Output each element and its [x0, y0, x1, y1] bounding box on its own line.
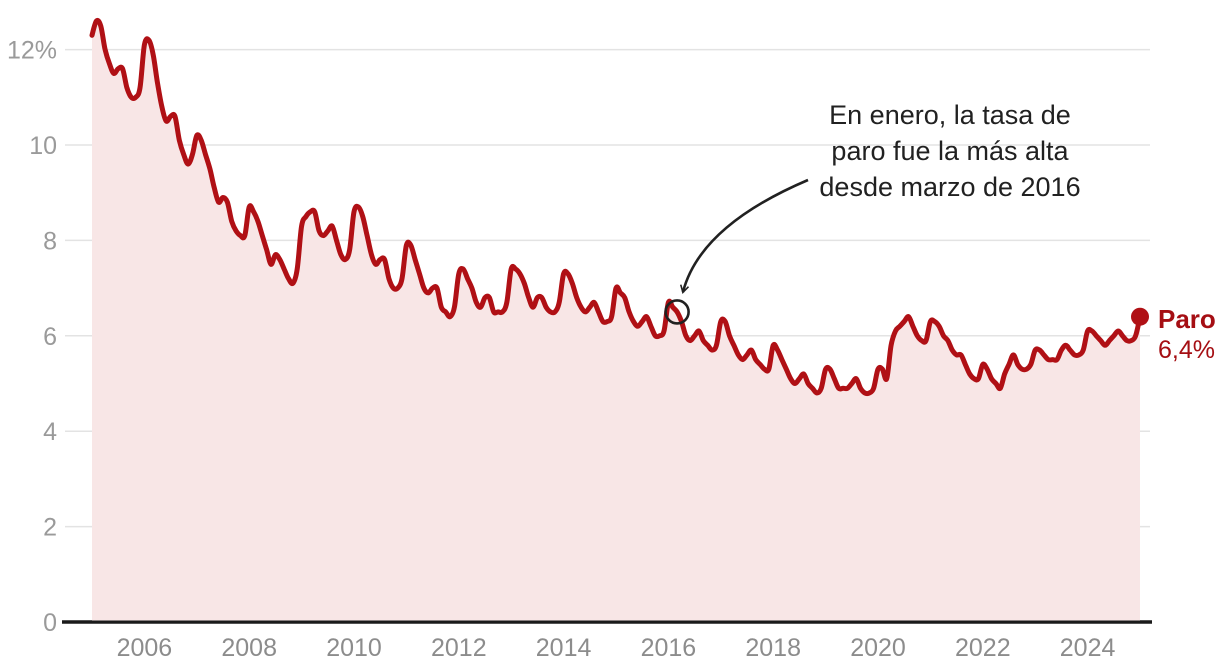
x-tick-label: 2018 — [745, 634, 801, 662]
annotation-highlight-circle — [664, 299, 690, 325]
y-tick-label: 0 — [43, 609, 57, 637]
x-tick-label: 2010 — [326, 634, 382, 662]
x-tick-label: 2024 — [1060, 634, 1116, 662]
series-line — [89, 17, 1143, 397]
y-tick-label: 4 — [43, 418, 57, 446]
annotation-line-3: desde marzo de 2016 — [819, 172, 1080, 202]
annotation-line-1: En enero, la tasa de — [829, 100, 1071, 130]
area-fill — [92, 20, 1140, 621]
x-tick-label: 2022 — [955, 634, 1011, 662]
series-area — [89, 17, 1143, 621]
x-tick-label: 2006 — [117, 634, 173, 662]
series-name-label: Paro — [1158, 304, 1216, 334]
x-tick-label: 2012 — [431, 634, 487, 662]
x-tick-label: 2008 — [221, 634, 277, 662]
series-end-label: Paro 6,4% — [1131, 304, 1216, 364]
y-tick-label: 10 — [29, 132, 57, 160]
y-axis-labels: 12% 10 8 6 4 2 0 — [7, 37, 57, 637]
annotation-line-2: paro fue la más alta — [831, 136, 1069, 166]
series-last-value-label: 6,4% — [1158, 336, 1215, 364]
y-tick-label: 2 — [43, 514, 57, 542]
x-tick-label: 2020 — [850, 634, 906, 662]
y-tick-label: 6 — [43, 323, 57, 351]
last-point-dot — [1131, 307, 1149, 326]
x-tick-label: 2016 — [641, 634, 697, 662]
annotation-arrow — [679, 178, 809, 295]
annotation-group: En enero, la tasa de paro fue la más alt… — [664, 100, 1081, 325]
y-tick-label: 8 — [43, 227, 57, 255]
x-axis-labels: 2006 2008 2010 2012 2014 2016 2018 2020 2022 2024 — [117, 634, 1116, 662]
x-tick-label: 2014 — [536, 634, 592, 662]
y-tick-label: 12% — [7, 37, 57, 65]
